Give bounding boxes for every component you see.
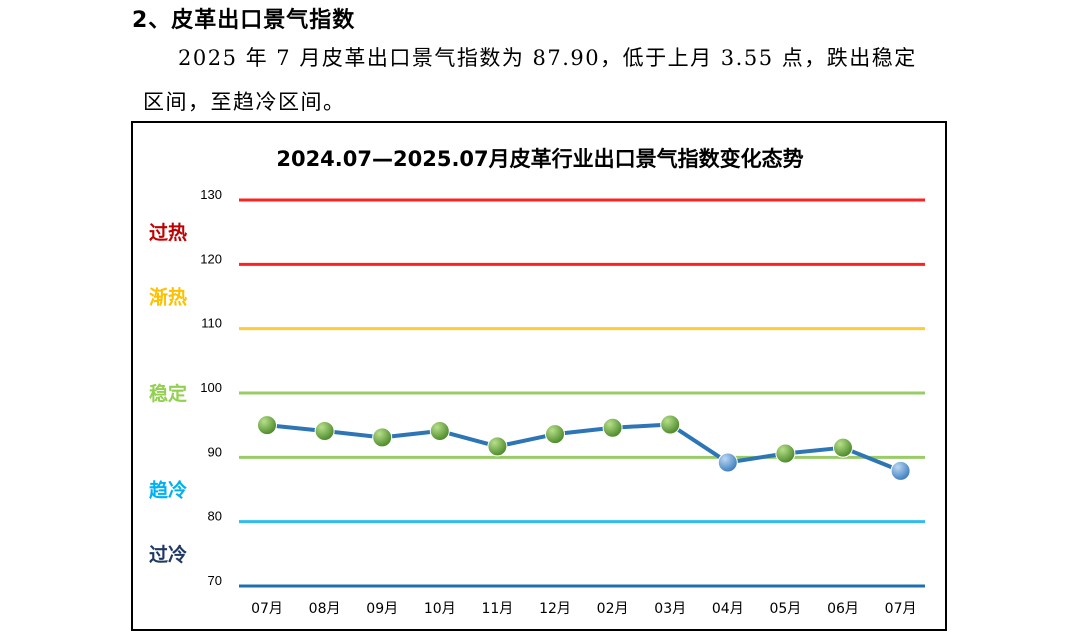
x-tick-label: 09月 (366, 601, 398, 617)
y-tick-label: 80 (208, 509, 222, 524)
data-point-12 (890, 460, 911, 481)
chart-title: 2024.07—2025.07月皮革行业出口景气指数变化态势 (276, 147, 803, 171)
y-tick-label: 110 (201, 316, 222, 331)
data-point-11 (833, 437, 853, 458)
y-tick-label: 90 (208, 444, 222, 459)
x-tick-label: 04月 (712, 601, 744, 617)
y-tick-label: 70 (208, 573, 222, 588)
x-tick-label: 07月 (885, 601, 917, 617)
data-point-7 (602, 417, 623, 438)
data-point-3 (372, 427, 393, 448)
zone-label: 趋冷 (149, 479, 187, 502)
x-tick-label: 07月 (251, 601, 283, 617)
y-tick-label: 130 (200, 187, 222, 202)
data-point-1 (257, 415, 277, 436)
data-point-9 (717, 452, 738, 473)
x-tick-label: 12月 (539, 601, 571, 617)
section-heading: 2、皮革出口景气指数 (132, 8, 356, 33)
series-line (265, 422, 903, 473)
zone-label: 过冷 (149, 543, 187, 566)
data-point-4 (429, 420, 450, 441)
x-tick-label: 02月 (597, 601, 629, 617)
paragraph-line-1: 2025 年 7 月皮革出口景气指数为 87.90，低于上月 3.55 点，跌出… (178, 46, 917, 70)
data-point-5 (487, 436, 508, 457)
y-tick-label: 120 (200, 251, 222, 266)
data-point-10 (775, 443, 796, 464)
data-point-2 (314, 420, 335, 441)
zone-label: 渐热 (149, 286, 187, 309)
y-tick-label: 100 (200, 380, 222, 395)
data-point-8 (660, 414, 681, 435)
zone-label: 稳定 (149, 382, 187, 405)
zone-label: 过热 (149, 221, 187, 244)
x-tick-label: 08月 (309, 601, 341, 617)
chart-frame (131, 121, 947, 631)
x-tick-label: 03月 (654, 601, 686, 617)
paragraph-line-2: 区间，至趋冷区间。 (143, 90, 346, 114)
x-tick-label: 05月 (769, 601, 801, 617)
x-tick-label: 10月 (424, 601, 456, 617)
x-tick-label: 06月 (827, 601, 859, 617)
data-point-6 (545, 424, 565, 445)
x-tick-label: 11月 (481, 601, 513, 617)
